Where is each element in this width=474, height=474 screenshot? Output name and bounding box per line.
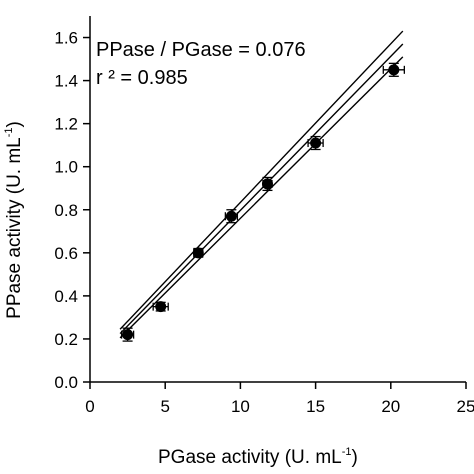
y-tick-label: 0.8 [54,201,78,220]
data-marker [192,247,204,259]
regression-lines [119,30,404,339]
regression-line [119,30,404,330]
x-tick-label: 5 [160,397,169,416]
annotation-r2: r ² = 0.985 [96,67,188,89]
x-tick-label: 10 [231,397,250,416]
annotation-slope: PPase / PGase = 0.076 [96,39,306,61]
y-tick-label: 1.0 [54,158,78,177]
data-point [261,176,273,192]
data-marker [155,301,167,313]
y-tick-label: 1.2 [54,115,78,134]
y-tick-label: 0.0 [54,373,78,392]
data-marker [261,178,273,190]
x-tick-label: 20 [381,397,400,416]
regression-line [119,43,404,335]
data-marker [388,64,400,76]
axes [89,16,466,383]
data-point [382,62,405,77]
data-point [307,135,324,151]
data-marker [225,210,237,222]
y-tick-label: 0.2 [54,330,78,349]
x-axis-ticks: 0 5 10 15 20 25 [85,382,474,416]
x-tick-label: 25 [457,397,474,416]
data-point [120,327,135,342]
y-tick-label: 0.6 [54,244,78,263]
y-tick-label: 1.4 [54,72,78,91]
x-tick-label: 15 [306,397,325,416]
data-point [224,209,239,224]
data-point [152,301,169,313]
x-tick-label: 0 [85,397,94,416]
y-tick-label: 1.6 [54,29,78,48]
data-point [192,247,204,259]
regression-line [119,56,404,339]
y-tick-label: 0.4 [54,287,78,306]
y-axis-ticks: 0.0 0.2 0.4 0.6 0.8 1.0 1.2 1.4 1.6 [54,29,90,392]
data-marker [310,137,322,149]
x-axis-title: PGase activity (U. mL-1) [158,446,358,468]
y-axis-title: PPase activity (U. mL-1) [3,121,25,319]
data-points [120,62,405,342]
data-marker [122,329,134,341]
